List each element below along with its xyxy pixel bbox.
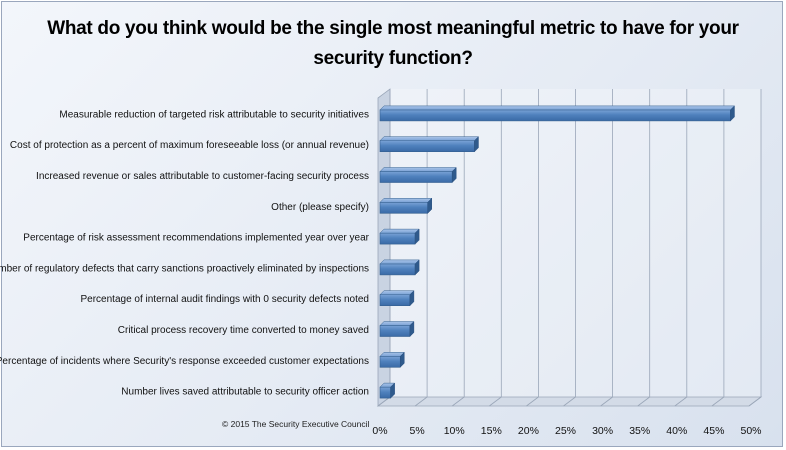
- category-label: Increased revenue or sales attributable …: [36, 171, 369, 182]
- bar-top: [379, 228, 420, 234]
- bar[interactable]: [379, 109, 731, 122]
- bar-end: [451, 166, 457, 184]
- gridline-50: [748, 89, 762, 407]
- category-label: Number of regulatory defects that carry …: [0, 263, 369, 274]
- x-tick-label: 40%: [666, 425, 687, 437]
- chart-title: What do you think would be the single mo…: [47, 18, 739, 69]
- x-tick-label: 5%: [410, 425, 425, 437]
- x-tick-label: 45%: [703, 425, 724, 437]
- gridline-30: [600, 89, 613, 407]
- copyright-notice: © 2015 The Security Executive Council: [222, 419, 369, 429]
- bar[interactable]: [379, 386, 391, 399]
- bar-end: [427, 197, 432, 214]
- bar[interactable]: [379, 140, 475, 152]
- bar[interactable]: [379, 202, 429, 214]
- x-tick-label: 0%: [372, 425, 387, 437]
- gridline-20: [526, 89, 539, 407]
- category-label: Other (please specify): [271, 202, 369, 213]
- bar-end: [390, 382, 395, 399]
- x-tick-label: 25%: [555, 425, 576, 437]
- category-label: Percentage of incidents where Security's…: [0, 356, 369, 367]
- gridline-15: [489, 89, 502, 407]
- bar[interactable]: [379, 325, 411, 337]
- bar[interactable]: [379, 171, 453, 183]
- gridline-35: [637, 89, 651, 407]
- bar-top: [379, 136, 480, 141]
- bar-end: [400, 351, 405, 368]
- bar-end: [409, 290, 415, 307]
- gridline-40: [674, 89, 688, 407]
- x-tick-label: 50%: [740, 425, 761, 437]
- bar-top: [379, 105, 736, 111]
- bar[interactable]: [379, 355, 401, 368]
- bar-end: [414, 259, 420, 276]
- x-tick-label: 30%: [592, 425, 613, 437]
- bar-top: [379, 290, 415, 295]
- gridline-45: [711, 89, 725, 407]
- x-tick-label: 10%: [444, 425, 465, 437]
- category-label: Percentage of risk assessment recommenda…: [23, 233, 369, 244]
- x-tick-label: 20%: [518, 425, 539, 437]
- bar-end: [730, 105, 735, 122]
- bar[interactable]: [379, 263, 416, 276]
- bar-top: [379, 198, 433, 203]
- category-label: Critical process recovery time converted…: [118, 325, 369, 336]
- bar-top: [379, 259, 420, 265]
- x-tick-label: 35%: [629, 425, 650, 437]
- bar[interactable]: [379, 294, 411, 307]
- gridline-5: [414, 89, 428, 407]
- bar-end: [409, 320, 415, 338]
- bar-end: [414, 228, 420, 245]
- x-tick-label: 15%: [481, 425, 502, 437]
- bar-top: [379, 167, 457, 172]
- category-label: Percentage of internal audit findings wi…: [80, 294, 369, 305]
- bar-top: [379, 321, 415, 326]
- gridline-25: [563, 89, 576, 407]
- bar-end: [474, 136, 479, 153]
- category-label: Cost of protection as a percent of maxim…: [10, 140, 369, 151]
- category-label: Measurable reduction of targeted risk at…: [59, 109, 369, 120]
- category-label: Number lives saved attributable to secur…: [121, 387, 369, 398]
- bar[interactable]: [379, 232, 416, 245]
- gridline-10: [451, 89, 465, 407]
